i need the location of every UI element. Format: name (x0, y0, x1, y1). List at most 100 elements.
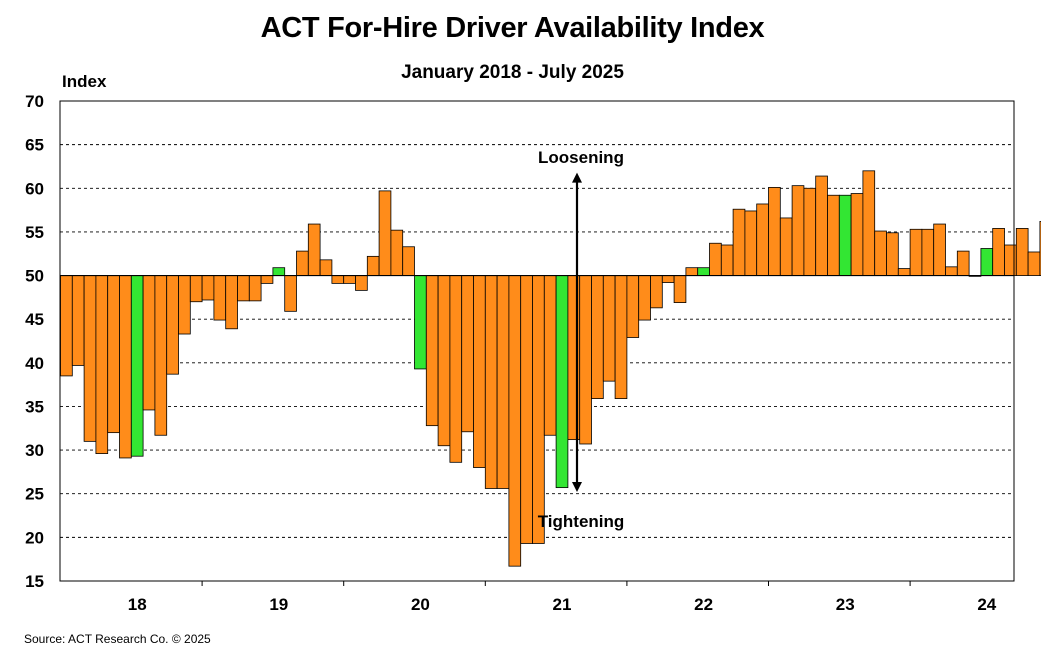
y-tick-label: 15 (25, 572, 44, 591)
y-tick-labels: 15 20 25 30 35 40 45 50 55 60 65 70 (25, 92, 44, 591)
x-tick-label: 20 (411, 595, 430, 614)
chart-title: ACT For-Hire Driver Availability Index (260, 12, 765, 44)
bar (1027, 251, 1041, 276)
bar (838, 194, 852, 276)
bars (60, 170, 1041, 567)
bar (791, 185, 805, 276)
bar (272, 267, 286, 276)
bar (862, 170, 876, 276)
bar (425, 275, 439, 427)
bar (319, 259, 333, 276)
bar (897, 268, 911, 276)
bar (201, 275, 215, 301)
bar (307, 223, 321, 276)
bar (744, 210, 758, 276)
bar (1015, 228, 1029, 276)
bar (296, 250, 309, 276)
x-tick-label: 24 (977, 595, 996, 614)
bar (697, 267, 710, 276)
y-axis-label: Index (62, 72, 107, 91)
bar (71, 275, 85, 366)
bar (709, 242, 722, 276)
bar (874, 230, 887, 276)
bar (921, 228, 935, 276)
bar (484, 275, 498, 489)
y-tick-label: 20 (25, 528, 44, 547)
y-tick-label: 55 (25, 223, 44, 242)
bar (650, 275, 663, 309)
bar (119, 275, 132, 459)
y-tick-label: 30 (25, 441, 44, 460)
bar (237, 275, 250, 302)
bar (154, 275, 168, 436)
bar (437, 275, 451, 447)
bar (496, 275, 510, 489)
annotations: Loosening Tightening (538, 148, 625, 531)
bar (189, 275, 203, 303)
bar (732, 208, 746, 276)
bar (827, 194, 840, 276)
bar (178, 275, 191, 335)
bar (956, 250, 970, 276)
x-tick-label: 19 (269, 595, 288, 614)
bar (260, 275, 274, 284)
bar (638, 275, 651, 321)
bar (673, 275, 687, 303)
bar (355, 275, 368, 291)
bar (414, 275, 427, 370)
bar (366, 255, 380, 276)
bar (614, 275, 628, 399)
bar (815, 175, 828, 276)
y-tick-label: 40 (25, 354, 44, 373)
bar (142, 275, 156, 411)
bar (886, 232, 899, 276)
y-tick-label: 65 (25, 136, 44, 155)
bar (909, 228, 923, 276)
source-note: Source: ACT Research Co. © 2025 (24, 632, 211, 646)
arrow-down-head (572, 481, 582, 492)
bar (1004, 244, 1017, 276)
bar (602, 275, 616, 382)
bar (390, 229, 404, 276)
bar (626, 275, 640, 338)
bar (166, 275, 179, 375)
bar (225, 275, 238, 330)
y-tick-label: 45 (25, 310, 44, 329)
y-tick-label: 35 (25, 397, 44, 416)
bar (60, 275, 73, 377)
bar (402, 246, 415, 276)
x-tick-label: 23 (836, 595, 855, 614)
bar (508, 275, 522, 567)
bar (284, 275, 297, 312)
bar (933, 223, 946, 276)
bar (532, 275, 545, 544)
annotation-loosening: Loosening (538, 148, 624, 167)
bar (107, 275, 120, 434)
bar (685, 267, 699, 276)
bar (768, 186, 781, 276)
bar (248, 275, 262, 302)
y-tick-label: 60 (25, 179, 44, 198)
y-tick-label: 25 (25, 485, 44, 504)
chart-subtitle: January 2018 - July 2025 (401, 62, 624, 83)
bar (130, 275, 144, 457)
bar (95, 275, 109, 454)
bar (756, 203, 769, 276)
plot-area (59, 100, 1015, 582)
bar (980, 248, 994, 276)
x-tick-label: 22 (694, 595, 713, 614)
x-tick-labels: 1819202122232425 (128, 595, 997, 614)
bar (579, 275, 592, 445)
bar (461, 275, 474, 433)
bar (473, 275, 486, 468)
bar (850, 193, 864, 276)
x-tick-label: 21 (553, 595, 572, 614)
bar (520, 275, 533, 544)
bar (555, 275, 569, 489)
bar (720, 244, 734, 276)
bar (803, 187, 817, 276)
x-tick-label: 18 (128, 595, 147, 614)
bar (378, 190, 392, 276)
bar (945, 266, 958, 276)
